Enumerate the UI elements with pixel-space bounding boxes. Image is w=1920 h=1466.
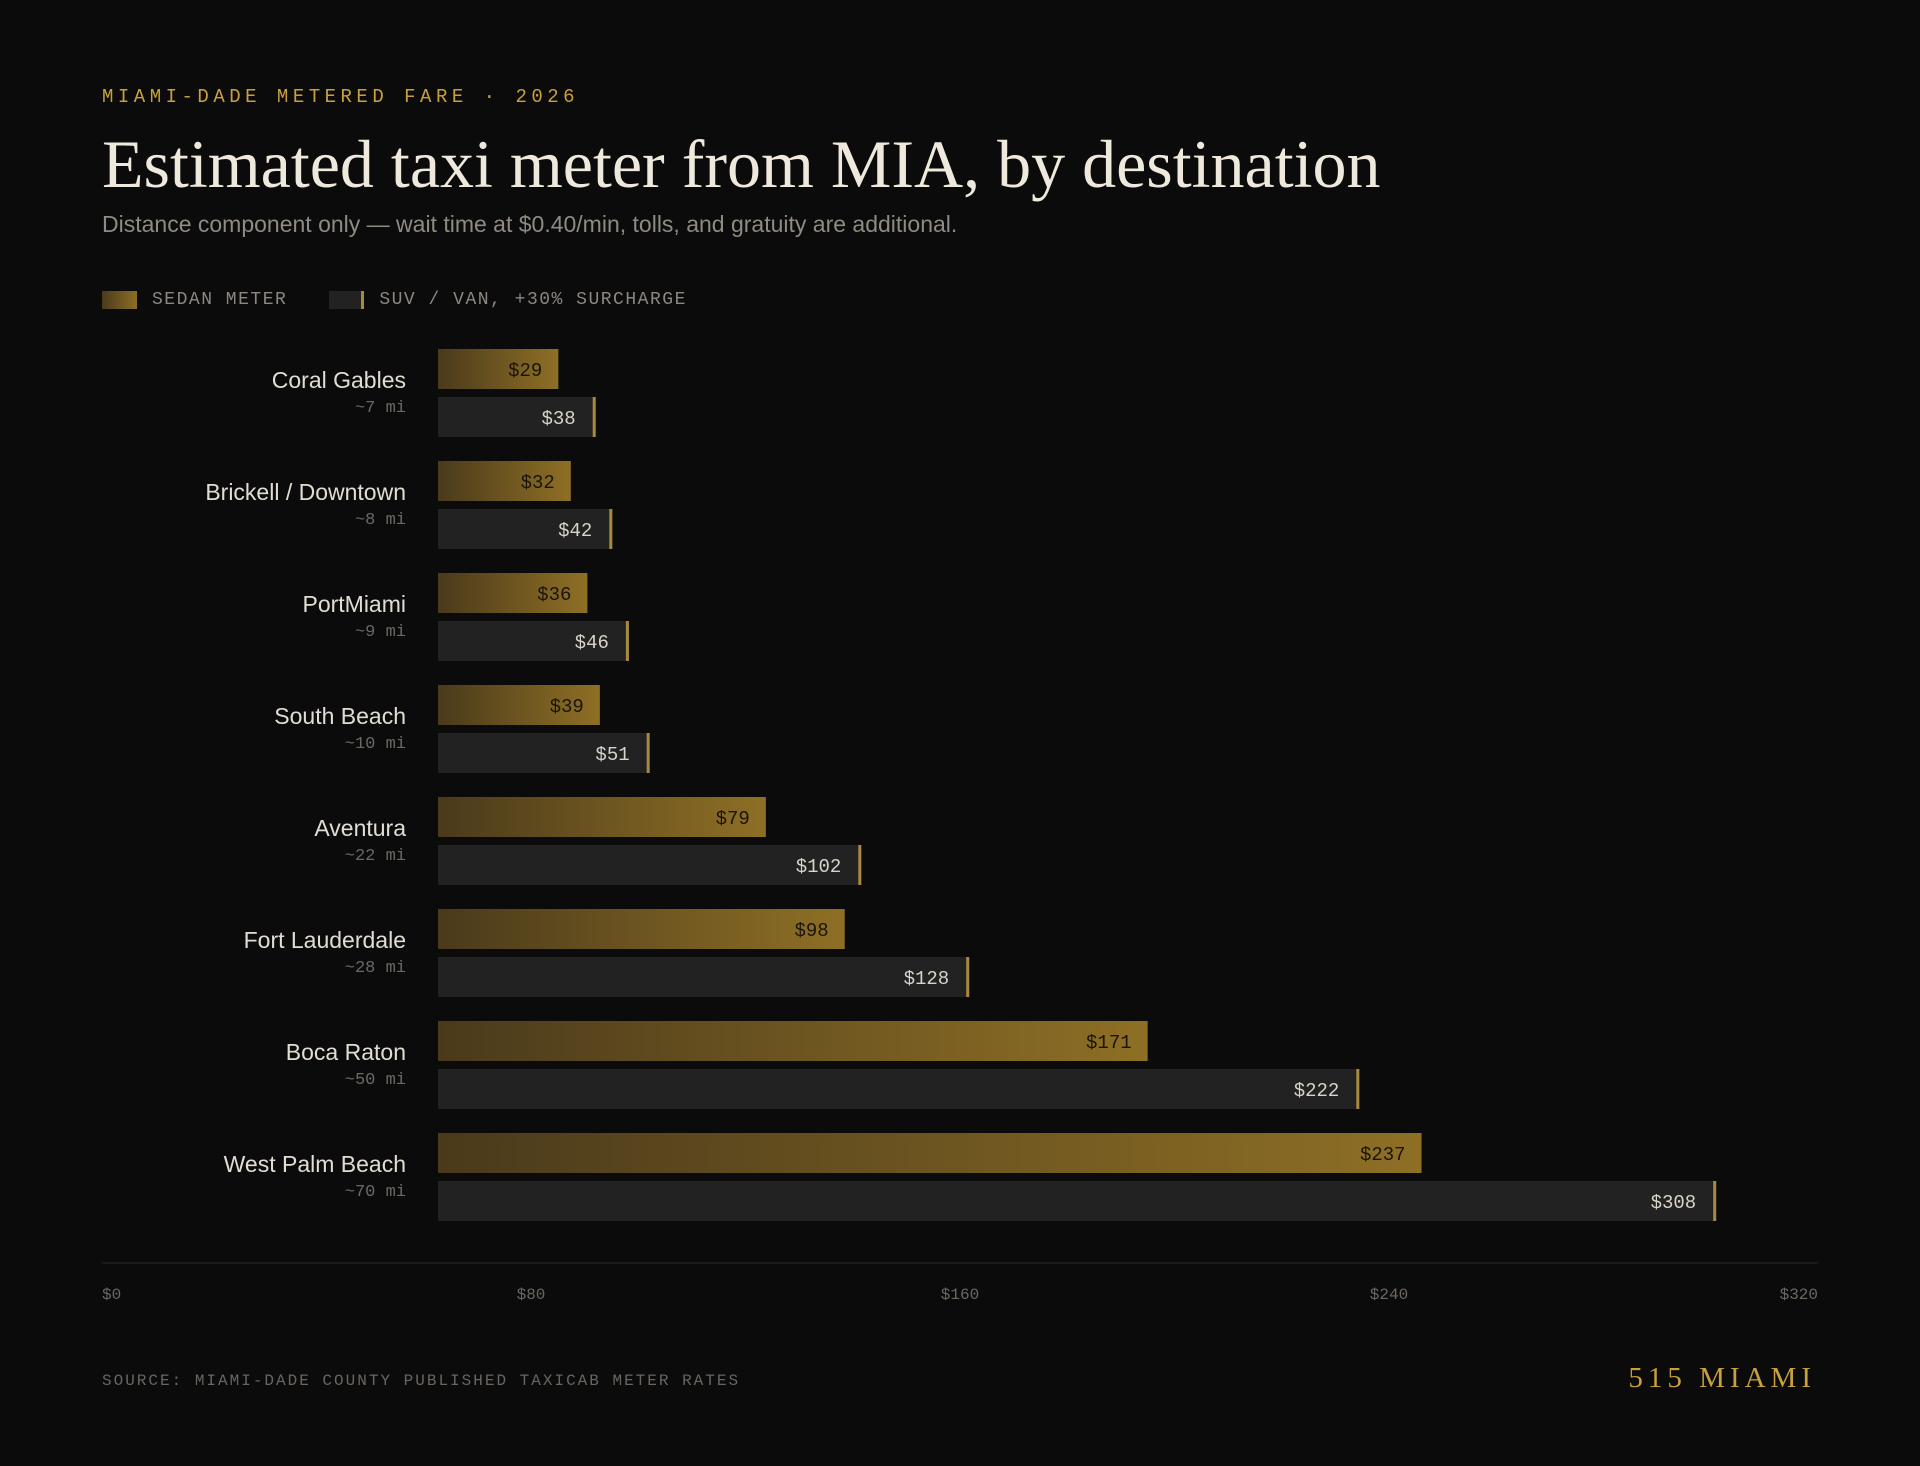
bar-value-label-suv: $222 — [1294, 1080, 1340, 1102]
bar-sedan — [438, 797, 766, 837]
category-label: PortMiami — [302, 591, 406, 617]
legend-item-sedan: SEDAN METER — [102, 290, 287, 310]
bar-value-label-sedan: $171 — [1086, 1032, 1132, 1054]
category-distance: ~10 mi — [345, 735, 406, 754]
category-distance: ~7 mi — [355, 399, 406, 418]
bar-value-label-suv: $128 — [904, 968, 950, 990]
bar-suv-end-marker — [966, 957, 970, 997]
bar-value-label-sedan: $79 — [716, 808, 750, 830]
bar-suv-end-marker — [858, 845, 862, 885]
category-distance: ~70 mi — [345, 1183, 406, 1202]
bar-value-label-sedan: $32 — [521, 472, 555, 494]
category-label: West Palm Beach — [224, 1151, 406, 1177]
bar-suv — [438, 1181, 1717, 1221]
bar-value-label-sedan: $237 — [1360, 1144, 1406, 1166]
bar-value-label-sedan: $29 — [508, 360, 542, 382]
legend-label-suv: SUV / VAN, +30% SURCHARGE — [379, 290, 687, 310]
bar-suv-end-marker — [1356, 1069, 1360, 1109]
category-label: South Beach — [274, 703, 406, 729]
bar-suv — [438, 733, 650, 773]
x-tick-label: $80 — [517, 1286, 546, 1304]
bar-suv-end-marker — [1713, 1181, 1717, 1221]
category-label: Brickell / Downtown — [205, 479, 406, 505]
category-label: Coral Gables — [272, 367, 406, 393]
bar-value-label-suv: $42 — [558, 520, 592, 542]
bar-sedan — [438, 1021, 1148, 1061]
bar-suv — [438, 845, 862, 885]
legend-swatch-suv — [329, 291, 365, 309]
bar-suv-end-marker — [646, 733, 650, 773]
x-tick-label: $0 — [102, 1286, 121, 1304]
bar-sedan — [438, 573, 588, 613]
legend-label-sedan: SEDAN METER — [152, 290, 288, 310]
bar-suv — [438, 509, 613, 549]
bar-sedan — [438, 909, 845, 949]
x-tick-label: $160 — [941, 1286, 979, 1304]
bar-sedan — [438, 349, 559, 389]
bar-value-label-sedan: $39 — [550, 696, 584, 718]
bar-sedan — [438, 685, 600, 725]
bar-suv — [438, 621, 629, 661]
bar-suv-end-marker — [625, 621, 629, 661]
bar-value-label-sedan: $98 — [794, 920, 828, 942]
bar-suv — [438, 957, 970, 997]
category-label: Boca Raton — [286, 1039, 406, 1065]
category-distance: ~9 mi — [355, 623, 406, 642]
bar-suv-end-marker — [592, 397, 596, 437]
category-label: Fort Lauderdale — [244, 927, 406, 953]
bar-value-label-suv: $38 — [541, 408, 575, 430]
bar-suv-end-marker — [609, 509, 613, 549]
category-distance: ~22 mi — [345, 847, 406, 866]
category-distance: ~8 mi — [355, 511, 406, 530]
bar-value-label-suv: $51 — [595, 744, 629, 766]
bar-sedan — [438, 1133, 1422, 1173]
category-distance: ~28 mi — [345, 959, 406, 978]
x-tick-label: $240 — [1370, 1286, 1408, 1304]
bar-suv — [438, 1069, 1360, 1109]
bar-value-label-suv: $102 — [796, 856, 842, 878]
legend-swatch-sedan — [102, 291, 137, 309]
bar-value-label-sedan: $36 — [537, 584, 571, 606]
bar-value-label-suv: $46 — [575, 632, 609, 654]
category-label: Aventura — [314, 815, 406, 841]
chart-title: Estimated taxi meter from MIA, by destin… — [102, 126, 1381, 202]
bar-suv — [438, 397, 596, 437]
chart-eyebrow: MIAMI-DADE METERED FARE · 2026 — [102, 86, 580, 108]
source-note: SOURCE: MIAMI-DADE COUNTY PUBLISHED TAXI… — [102, 1372, 741, 1390]
x-tick-label: $320 — [1780, 1286, 1818, 1304]
chart-subtitle: Distance component only — wait time at $… — [102, 211, 958, 237]
legend-item-suv: SUV / VAN, +30% SURCHARGE — [329, 290, 687, 310]
bar-value-label-suv: $308 — [1651, 1192, 1697, 1214]
brand-logo: 515 MIAMI — [1628, 1362, 1816, 1394]
chart-legend: SEDAN METER SUV / VAN, +30% SURCHARGE — [102, 290, 729, 310]
category-distance: ~50 mi — [345, 1071, 406, 1090]
bar-sedan — [438, 461, 571, 501]
